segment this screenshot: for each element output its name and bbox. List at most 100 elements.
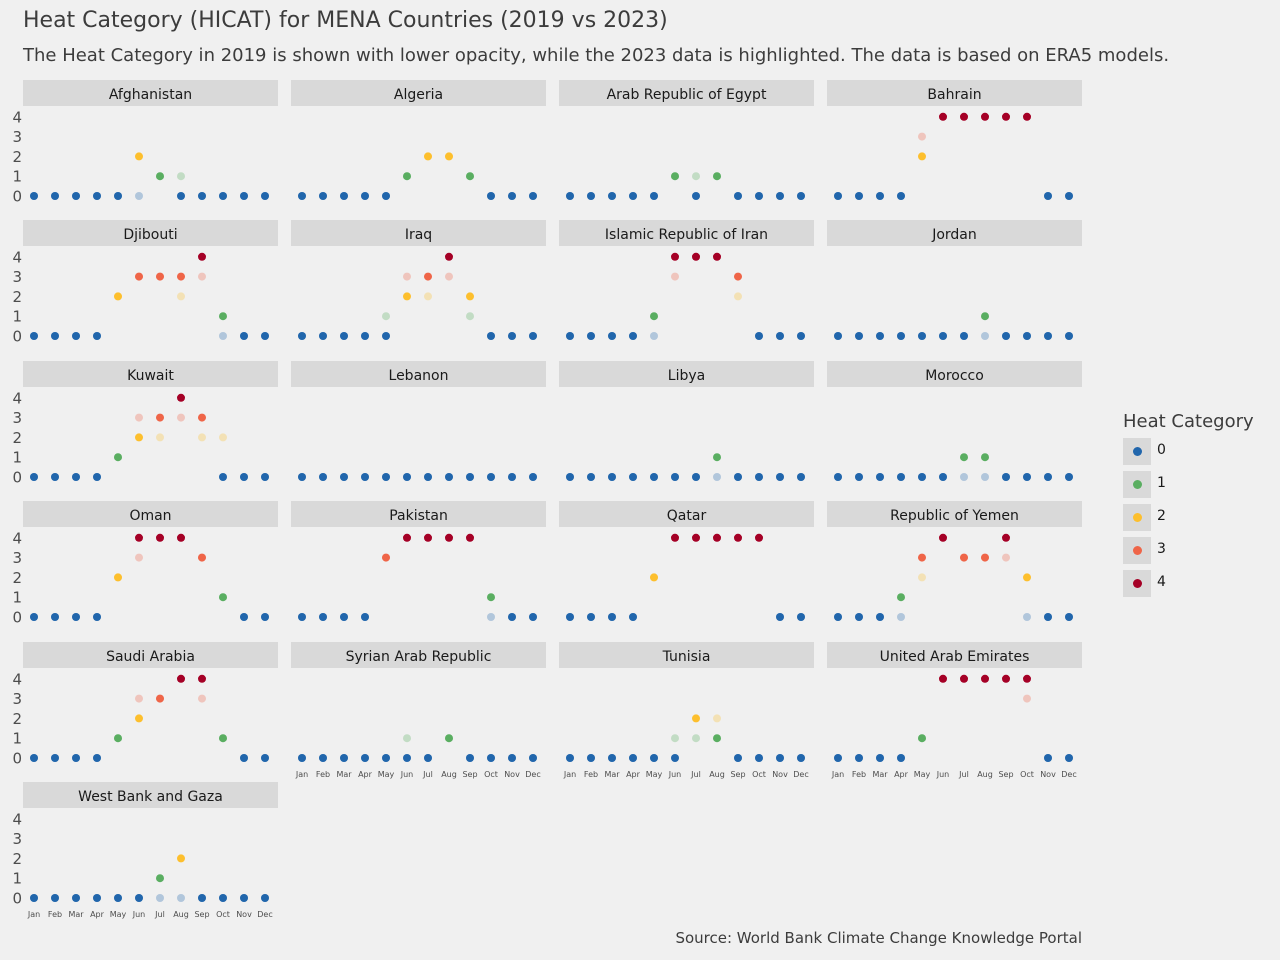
panel-afghanistan: Afghanistan 0 1 2 3 4 — [12, 80, 278, 206]
panel-algeria: Algeria — [291, 80, 546, 200]
point-2023-dec — [1065, 754, 1073, 762]
x-tick-label: May — [110, 910, 127, 919]
facet-label: Pakistan — [389, 508, 448, 524]
point-2023-oct — [1023, 112, 1031, 121]
point-2019-jun — [135, 192, 143, 200]
point-2023-jul — [960, 112, 968, 121]
point-2023-sep — [1002, 112, 1010, 121]
y-tick-label: 3 — [12, 409, 22, 427]
point-2023-feb — [855, 192, 863, 200]
facet-strip — [23, 501, 278, 527]
x-tick-label: Feb — [48, 910, 62, 919]
legend-swatch — [1133, 546, 1142, 555]
facet-strip — [559, 501, 814, 527]
point-2023-jul — [156, 413, 164, 422]
point-2023-dec — [797, 332, 805, 340]
panel-qatar: Qatar — [559, 501, 814, 621]
legend-key — [1123, 570, 1151, 597]
point-2019-sep — [734, 292, 742, 301]
point-2023-sep — [734, 272, 742, 281]
point-2019-oct — [1023, 694, 1031, 703]
y-tick-label: 1 — [12, 730, 22, 748]
point-2023-sep — [198, 894, 206, 902]
point-2023-jul — [156, 172, 164, 181]
point-2023-jul — [424, 473, 432, 481]
x-tick-label: May — [378, 770, 395, 779]
point-2019-may — [918, 573, 926, 582]
point-2023-jun — [939, 473, 947, 481]
facet-strip — [291, 501, 546, 527]
x-tick-label: Aug — [709, 770, 725, 779]
point-2023-nov — [508, 332, 516, 340]
x-tick-label: Jun — [132, 910, 146, 919]
point-2023-dec — [529, 613, 537, 621]
legend-key — [1123, 471, 1151, 498]
point-2023-oct — [755, 533, 763, 542]
point-2023-jun — [403, 473, 411, 481]
point-2023-aug — [445, 734, 453, 743]
point-2023-sep — [1002, 674, 1010, 683]
x-tick-label: Aug — [173, 910, 189, 919]
y-tick-label: 0 — [12, 328, 22, 346]
point-2023-oct — [1023, 473, 1031, 481]
y-tick-label: 4 — [12, 108, 22, 126]
point-2023-dec — [529, 473, 537, 481]
point-2023-aug — [713, 252, 721, 261]
facet-strip — [23, 220, 278, 246]
panel-libya: Libya — [559, 361, 814, 481]
x-tick-label: Apr — [358, 770, 373, 779]
point-2023-dec — [1065, 332, 1073, 340]
point-2023-mar — [876, 332, 884, 340]
point-2023-apr — [93, 473, 101, 481]
facet-strip — [23, 782, 278, 808]
facet-strip — [23, 361, 278, 387]
facet-strip — [827, 80, 1082, 106]
point-2023-jun — [671, 533, 679, 542]
point-2023-apr — [361, 332, 369, 340]
point-2023-mar — [72, 754, 80, 762]
point-2019-aug — [177, 172, 185, 181]
point-2023-mar — [72, 473, 80, 481]
x-tick-label: May — [646, 770, 663, 779]
point-2019-aug — [445, 272, 453, 281]
legend-label: 0 — [1157, 442, 1166, 458]
point-2019-jul — [424, 292, 432, 301]
point-2019-sep — [198, 272, 206, 281]
point-2023-aug — [981, 674, 989, 683]
point-2023-jul — [692, 533, 700, 542]
point-2023-mar — [340, 754, 348, 762]
point-2023-aug — [177, 272, 185, 281]
facet-label: Afghanistan — [109, 87, 192, 103]
point-2023-oct — [1023, 332, 1031, 340]
facet-strip — [23, 80, 278, 106]
point-2023-apr — [897, 332, 905, 340]
point-2023-sep — [198, 252, 206, 261]
point-2023-feb — [51, 192, 59, 200]
point-2023-sep — [1002, 332, 1010, 340]
point-2023-sep — [466, 754, 474, 762]
point-2023-jun — [671, 172, 679, 181]
y-tick-label: 0 — [12, 609, 22, 627]
point-2023-aug — [713, 734, 721, 743]
facet-label: Bahrain — [927, 87, 981, 103]
x-tick-label: Dec — [257, 910, 272, 919]
x-tick-label: Aug — [977, 770, 993, 779]
panel-oman: Oman 0 1 2 3 4 — [12, 501, 278, 627]
x-tick-label: Dec — [1061, 770, 1076, 779]
point-2023-jan — [298, 613, 306, 621]
point-2023-nov — [508, 754, 516, 762]
facet-strip — [291, 642, 546, 668]
point-2023-sep — [198, 674, 206, 683]
point-2023-may — [114, 573, 122, 582]
point-2023-sep — [466, 292, 474, 301]
point-2023-jan — [566, 754, 574, 762]
point-2023-nov — [776, 613, 784, 621]
legend: Heat Category 0 1 2 3 4 — [1123, 411, 1254, 597]
point-2023-apr — [897, 192, 905, 200]
point-2023-jul — [692, 192, 700, 200]
point-2023-apr — [361, 473, 369, 481]
point-2023-may — [114, 192, 122, 200]
legend-key — [1123, 438, 1151, 465]
point-2023-jan — [30, 192, 38, 200]
panel-bahrain: Bahrain — [827, 80, 1082, 200]
